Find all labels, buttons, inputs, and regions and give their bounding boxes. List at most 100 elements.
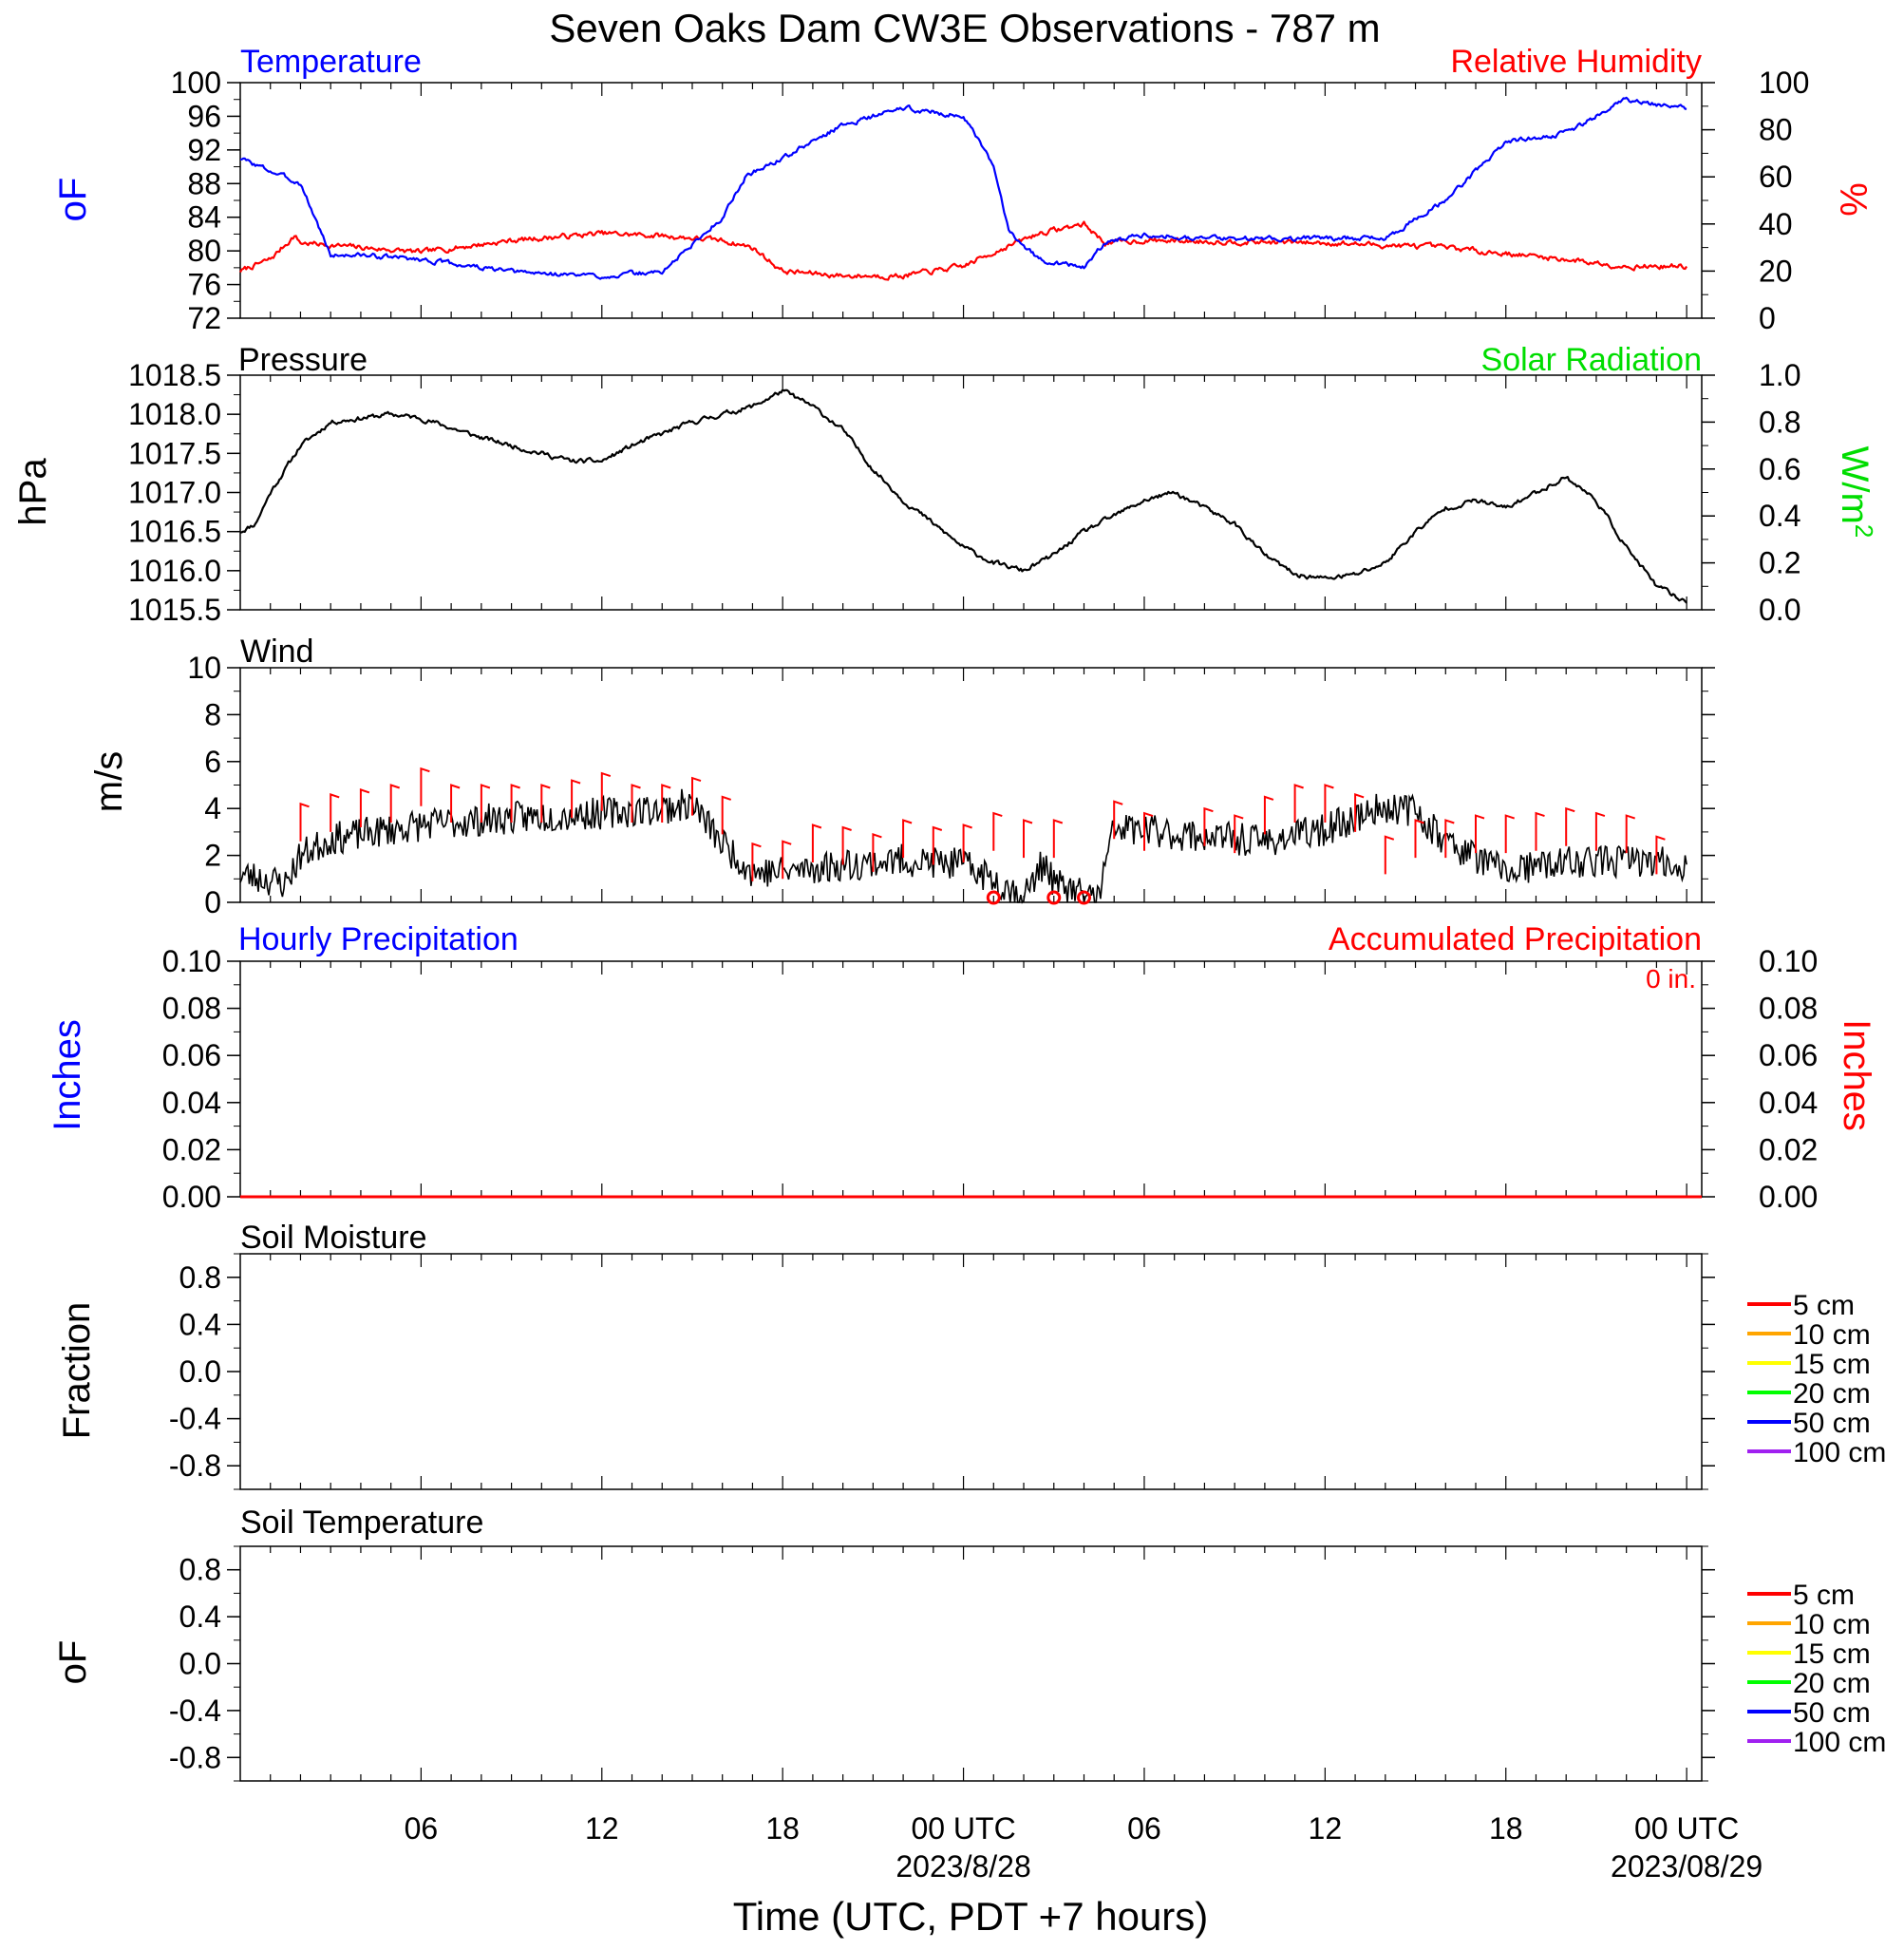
x-tick-label: 18 — [765, 1811, 800, 1846]
pressure-ytick-label: 1017.5 — [128, 436, 221, 470]
wind-barb — [1414, 819, 1424, 859]
pressure-ytick-label: 1016.0 — [128, 554, 221, 588]
soil-temperature-legend-label: 5 cm — [1793, 1580, 1855, 1611]
wind-title: Wind — [240, 634, 313, 670]
precip-ylabel-left: Inches — [47, 1019, 88, 1131]
soil-moisture-ytick-label: -0.8 — [169, 1448, 221, 1483]
accum-total-label: 0 in. — [1646, 964, 1696, 994]
precip-accum-ytick-label-right: 0.02 — [1759, 1132, 1818, 1166]
wind-barb — [1263, 795, 1274, 835]
temp-ytick-label: 80 — [187, 234, 221, 268]
precip-accum-ytick-label-right: 0.04 — [1759, 1086, 1818, 1120]
wind-ytick-label: 10 — [187, 651, 221, 685]
soil-temperature-ytick-label: -0.4 — [169, 1694, 221, 1728]
temp-ytick-label: 84 — [187, 200, 221, 235]
soil-temperature-legend-label: 15 cm — [1793, 1638, 1871, 1670]
soil-moisture-legend-label: 5 cm — [1793, 1290, 1855, 1321]
panel-temperature-humidity: Temperature Relative Humidity oF % 72768… — [52, 44, 1874, 335]
temperature-line — [240, 96, 1687, 280]
solar-ylabel: W/m2 — [1834, 446, 1878, 539]
x-axis-label: Time (UTC, PDT +7 hours) — [733, 1894, 1209, 1939]
temp-ytick-label: 100 — [171, 66, 221, 100]
wind-barb — [1535, 811, 1545, 851]
wind-barb — [450, 784, 461, 823]
wind-barb — [1565, 806, 1575, 846]
wind-barb — [359, 788, 370, 827]
wind-barb — [1594, 811, 1606, 851]
solar-ytick-label-right: 1.0 — [1759, 358, 1800, 392]
wind-barb — [1504, 814, 1516, 854]
pressure-ytick-label: 1018.5 — [128, 358, 221, 392]
x-tick-label: 00 UTC — [911, 1811, 1015, 1846]
wind-barb — [299, 802, 310, 842]
temp-ytick-label: 92 — [187, 133, 221, 167]
wind-barb — [600, 771, 612, 811]
wind-barb — [1655, 835, 1666, 875]
wind-barb — [1444, 819, 1455, 859]
wind-barb — [932, 825, 943, 865]
wind-barb — [330, 793, 340, 832]
wind-barb — [540, 784, 551, 823]
x-tick-label: 12 — [585, 1811, 619, 1846]
solar-ytick-label-right: 0.2 — [1759, 546, 1800, 580]
humidity-ytick-label-right: 40 — [1759, 207, 1793, 241]
wind-barb — [1324, 784, 1334, 823]
pressure-title: Pressure — [238, 342, 368, 378]
humidity-ytick-label-right: 20 — [1759, 254, 1793, 288]
solar-ytick-label-right: 0.6 — [1759, 452, 1800, 486]
soil-moisture-ytick-label: 0.0 — [179, 1354, 221, 1389]
x-tick-label: 00 UTC — [1634, 1811, 1739, 1846]
precip-accum-ytick-label-right: 0.06 — [1759, 1038, 1818, 1072]
figure-title: Seven Oaks Dam CW3E Observations - 787 m — [549, 6, 1380, 50]
wind-barb — [1052, 819, 1064, 859]
pressure-ytick-label: 1018.0 — [128, 397, 221, 431]
humidity-ytick-label-right: 0 — [1759, 301, 1776, 335]
wind-ytick-label: 0 — [204, 885, 221, 919]
soil-temperature-ytick-label: -0.8 — [169, 1740, 221, 1774]
wind-barb — [510, 784, 520, 823]
wind-barb — [962, 824, 972, 862]
wind-barb — [661, 784, 671, 823]
wind-barb — [782, 840, 792, 880]
panel-precipitation: Hourly Precipitation Accumulated Precipi… — [47, 921, 1877, 1214]
humidity-title: Relative Humidity — [1450, 44, 1702, 80]
wind-barb — [1384, 835, 1395, 875]
soil-moisture-legend-label: 50 cm — [1793, 1408, 1871, 1439]
soil-temperature-title: Soil Temperature — [240, 1505, 483, 1541]
wind-barb — [480, 784, 491, 823]
soil-moisture-legend-label: 100 cm — [1793, 1437, 1886, 1468]
temp-ytick-label: 76 — [187, 268, 221, 302]
precip-accum-ytick-label-right: 0.00 — [1759, 1180, 1818, 1214]
humidity-line — [239, 220, 1688, 281]
precip-ytick-label: 0.02 — [162, 1132, 221, 1166]
precip-accum-ytick-label-right: 0.10 — [1759, 944, 1818, 978]
humidity-ytick-label-right: 60 — [1759, 160, 1793, 194]
soil-temperature-legend-label: 10 cm — [1793, 1609, 1871, 1640]
pressure-ytick-label: 1015.5 — [128, 593, 221, 627]
humidity-ytick-label-right: 80 — [1759, 113, 1793, 147]
precip-ylabel-right: Inches — [1836, 1019, 1877, 1131]
wind-barb — [872, 833, 882, 872]
wind-barb — [571, 779, 581, 819]
calm-marker — [1046, 890, 1062, 905]
accum-precip-title: Accumulated Precipitation — [1329, 921, 1702, 957]
soil-temperature-ylabel: oF — [52, 1640, 94, 1685]
wind-ytick-label: 2 — [204, 839, 221, 873]
wind-barb — [751, 842, 762, 881]
wind-barb — [631, 784, 641, 823]
wind-barb — [902, 819, 913, 859]
panel-soil-temperature: Soil Temperature oF -0.8 -0.4 0.0 0.4 0.8 5 c… — [52, 1505, 1886, 1782]
x-tick-label: 18 — [1489, 1811, 1523, 1846]
soil-moisture-legend-label: 15 cm — [1793, 1349, 1871, 1380]
wind-barb — [811, 824, 822, 862]
x-tick-label: 12 — [1309, 1811, 1343, 1846]
wind-barb — [1234, 814, 1244, 854]
wind-barb — [721, 795, 732, 835]
x-tick-label: 06 — [405, 1811, 439, 1846]
precip-ytick-label: 0.10 — [162, 944, 221, 978]
soil-moisture-legend-label: 10 cm — [1793, 1319, 1871, 1351]
wind-ytick-label: 4 — [204, 791, 221, 825]
wind-barb — [992, 811, 1003, 851]
